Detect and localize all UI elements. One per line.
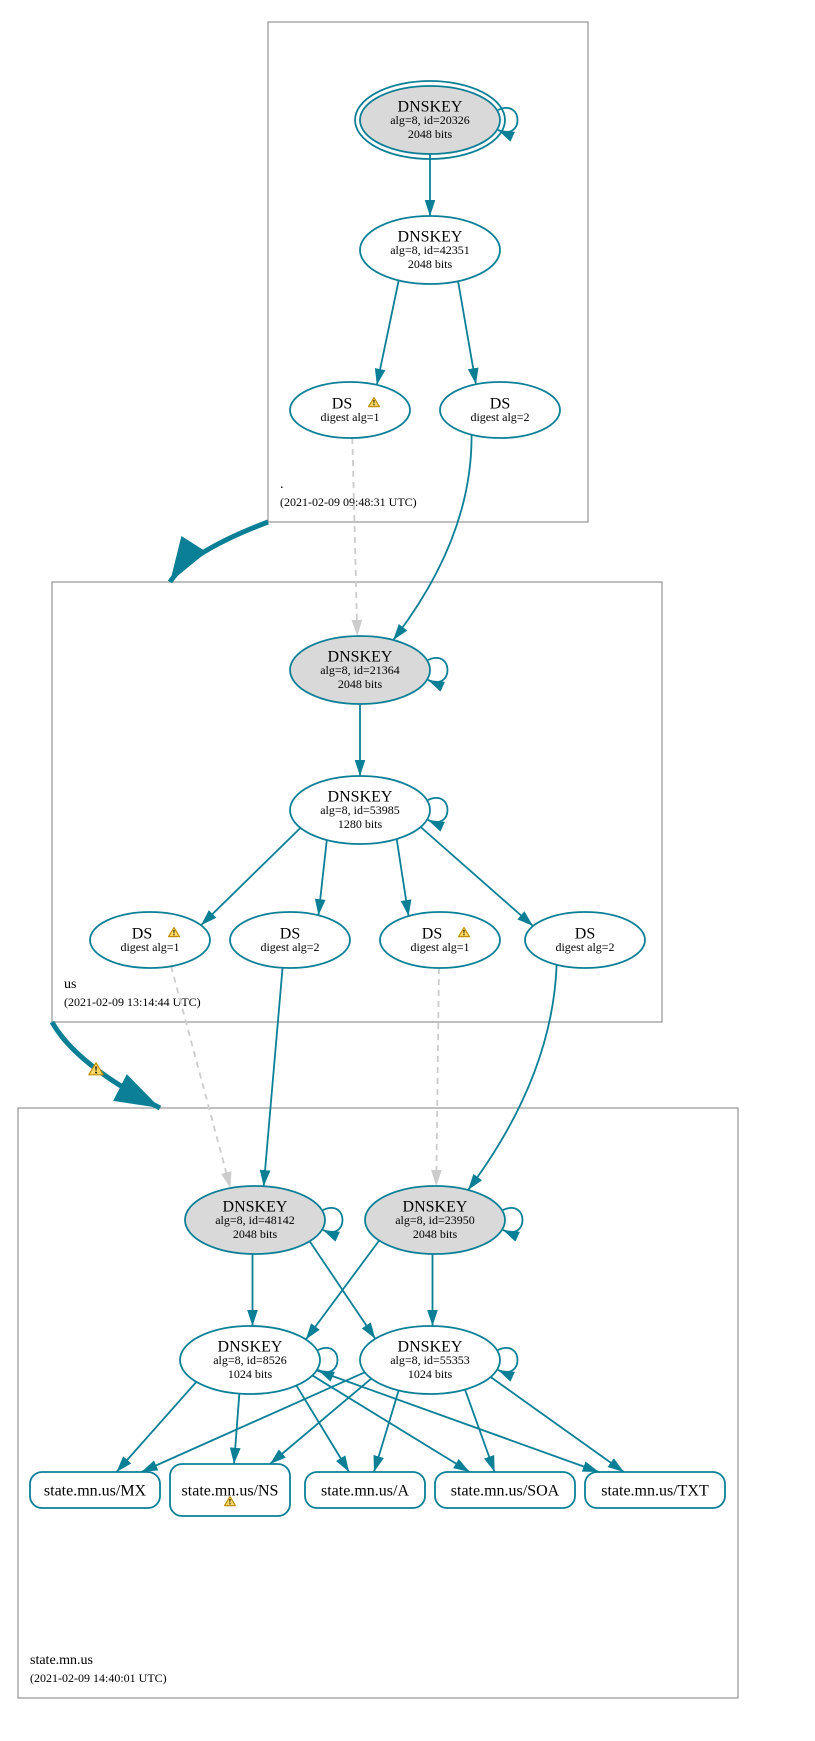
zone-label: . (280, 477, 284, 492)
warning-icon-glyph: ! (463, 929, 466, 938)
warning-icon-glyph: ! (94, 1064, 98, 1076)
self-loop (428, 798, 448, 822)
node-txt: state.mn.us/TXT (585, 1472, 725, 1508)
zone-label: state.mn.us (30, 1653, 93, 1668)
node-uds1: DSdigest alg=1 (90, 912, 210, 968)
node-text: 1024 bits (408, 1367, 453, 1381)
node-uds3: DSdigest alg=1 (380, 912, 500, 968)
warning-icon-glyph: ! (373, 399, 376, 408)
self-loop (503, 1208, 523, 1232)
edge (352, 438, 357, 636)
edge (393, 435, 471, 640)
zone-arrow (170, 522, 268, 582)
self-loop (498, 1348, 518, 1372)
node-text: alg=8, id=55353 (390, 1353, 470, 1367)
node-sk3: DNSKEYalg=8, id=85261024 bits (180, 1326, 338, 1394)
node-uds4: DSdigest alg=2 (525, 912, 645, 968)
node-rds2: DSdigest alg=2 (440, 382, 560, 438)
edge (465, 1389, 495, 1472)
zone-timestamp: (2021-02-09 14:40:01 UTC) (30, 1671, 167, 1685)
node-text: alg=8, id=42351 (390, 243, 470, 257)
edge (374, 1390, 399, 1472)
edge (397, 839, 409, 916)
warning-icon-glyph: ! (173, 929, 176, 938)
zone-box-state (18, 1108, 738, 1698)
zone-timestamp: (2021-02-09 09:48:31 UTC) (280, 495, 417, 509)
node-soa: state.mn.us/SOA (435, 1472, 575, 1508)
node-text: digest alg=2 (470, 410, 529, 424)
zone-label: us (64, 977, 76, 992)
edge (458, 281, 476, 384)
node-text: alg=8, id=8526 (213, 1353, 287, 1367)
node-text: digest alg=2 (260, 940, 319, 954)
edge (171, 966, 230, 1188)
node-rk1: DNSKEYalg=8, id=203262048 bits (355, 81, 518, 159)
node-text: state.mn.us/MX (44, 1483, 147, 1500)
node-text: 2048 bits (408, 127, 453, 141)
edge (306, 1241, 379, 1340)
node-rk2: DNSKEYalg=8, id=423512048 bits (360, 216, 500, 284)
node-text: state.mn.us/SOA (451, 1483, 560, 1500)
self-loop (428, 658, 448, 682)
dnssec-diagram: . (2021-02-09 09:48:31 UTC) us (2021-02-09 … (10, 10, 805, 1730)
node-text: digest alg=2 (555, 940, 614, 954)
node-uk2: DNSKEYalg=8, id=539851280 bits (290, 776, 448, 844)
node-text: alg=8, id=23950 (395, 1213, 475, 1227)
node-text: alg=8, id=21364 (320, 663, 400, 677)
node-rds1: DSdigest alg=1 (290, 382, 410, 438)
edge (201, 828, 300, 925)
node-text: alg=8, id=20326 (390, 113, 470, 127)
node-text: 2048 bits (338, 677, 383, 691)
node-text: alg=8, id=53985 (320, 803, 400, 817)
node-text: 2048 bits (233, 1227, 278, 1241)
node-text: state.mn.us/A (321, 1483, 409, 1500)
node-uk1: DNSKEYalg=8, id=213642048 bits (290, 636, 448, 704)
node-text: 1280 bits (338, 817, 383, 831)
self-loop (323, 1208, 343, 1232)
node-mx: state.mn.us/MX (30, 1472, 160, 1508)
edge (436, 968, 439, 1186)
zone-arrow (52, 1022, 160, 1108)
node-a: state.mn.us/A (305, 1472, 425, 1508)
edge (377, 280, 399, 385)
node-text: 2048 bits (413, 1227, 458, 1241)
node-text: 2048 bits (408, 257, 453, 271)
node-uds2: DSdigest alg=2 (230, 912, 350, 968)
node-sk2: DNSKEYalg=8, id=239502048 bits (365, 1186, 523, 1254)
node-ns: state.mn.us/NS (170, 1464, 290, 1516)
node-sk4: DNSKEYalg=8, id=553531024 bits (360, 1326, 518, 1394)
edge (116, 1382, 196, 1472)
node-text: 1024 bits (228, 1367, 273, 1381)
self-loop (498, 108, 518, 132)
node-text: digest alg=1 (410, 940, 469, 954)
self-loop (318, 1348, 338, 1372)
node-text: alg=8, id=48142 (215, 1213, 295, 1227)
node-text: digest alg=1 (120, 940, 179, 954)
node-text: digest alg=1 (320, 410, 379, 424)
edge (468, 965, 557, 1190)
warning-icon-glyph: ! (229, 1498, 232, 1507)
node-sk1: DNSKEYalg=8, id=481422048 bits (185, 1186, 343, 1254)
node-text: state.mn.us/TXT (601, 1483, 709, 1500)
edge (318, 840, 326, 915)
edge (264, 968, 283, 1186)
